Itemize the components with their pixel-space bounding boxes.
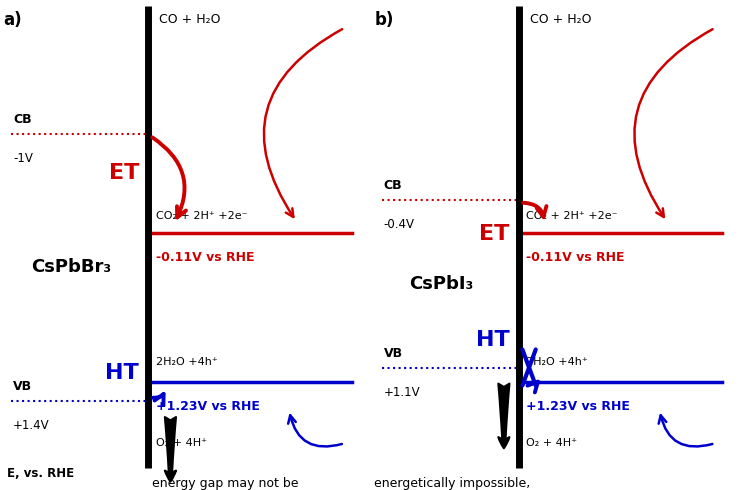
Text: CO₂ + 2H⁺ +2e⁻: CO₂ + 2H⁺ +2e⁻ [156, 211, 247, 221]
Text: +1.23V vs RHE: +1.23V vs RHE [526, 400, 630, 413]
Text: CO + H₂O: CO + H₂O [159, 13, 221, 26]
Text: -0.11V vs RHE: -0.11V vs RHE [156, 251, 254, 264]
Text: +1.4V: +1.4V [13, 419, 50, 432]
Text: O₂ + 4H⁺: O₂ + 4H⁺ [526, 438, 577, 448]
Text: VB: VB [13, 380, 32, 393]
Text: VB: VB [384, 346, 402, 360]
Text: HT: HT [105, 363, 139, 383]
Text: CO + H₂O: CO + H₂O [530, 13, 591, 26]
Text: O₂ + 4H⁺: O₂ + 4H⁺ [156, 438, 207, 448]
Text: -0.4V: -0.4V [384, 219, 414, 231]
Text: -1V: -1V [13, 151, 33, 165]
Text: ET: ET [109, 163, 139, 183]
Text: +1.1V: +1.1V [384, 386, 420, 398]
Text: ET: ET [479, 224, 510, 244]
Text: energy gap may not be: energy gap may not be [152, 477, 299, 490]
Text: CB: CB [13, 113, 32, 125]
Text: energetically impossible,: energetically impossible, [374, 477, 531, 490]
Text: CsPbI₃: CsPbI₃ [410, 275, 473, 293]
Text: a): a) [4, 11, 22, 29]
Text: CB: CB [384, 179, 402, 193]
Text: b): b) [374, 11, 393, 29]
Text: 2H₂O +4h⁺: 2H₂O +4h⁺ [526, 357, 588, 367]
Text: E, vs. RHE: E, vs. RHE [7, 467, 75, 480]
Text: HT: HT [476, 330, 510, 350]
Text: -0.11V vs RHE: -0.11V vs RHE [526, 251, 625, 264]
Text: +1.23V vs RHE: +1.23V vs RHE [156, 400, 259, 413]
Text: CO₂ + 2H⁺ +2e⁻: CO₂ + 2H⁺ +2e⁻ [526, 211, 617, 221]
Text: CsPbBr₃: CsPbBr₃ [31, 258, 111, 276]
Text: 2H₂O +4h⁺: 2H₂O +4h⁺ [156, 357, 217, 367]
